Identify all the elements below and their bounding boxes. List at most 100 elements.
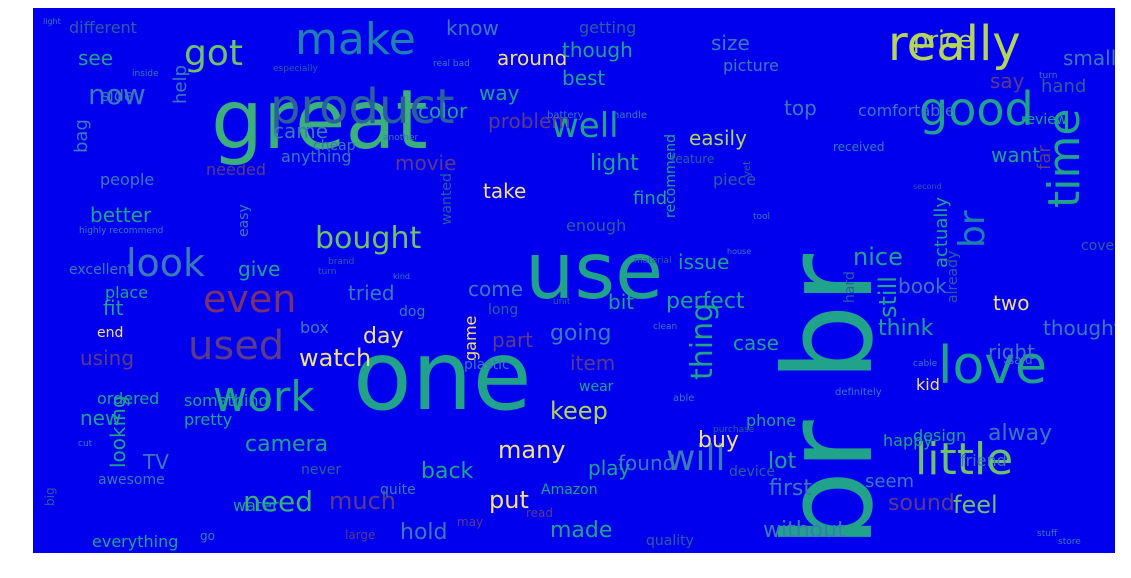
- word-63: color: [418, 99, 468, 123]
- word-84: new: [80, 406, 122, 430]
- word-88: seem: [865, 471, 915, 492]
- word-95: review: [1021, 112, 1068, 128]
- word-117: hard: [842, 271, 858, 303]
- word-29: many: [498, 436, 566, 464]
- word-58: top: [784, 96, 817, 120]
- word-9: love: [938, 336, 1048, 396]
- word-25: much: [329, 487, 396, 515]
- word-86: found: [618, 451, 676, 475]
- word-105: piece: [713, 170, 757, 189]
- word-67: find: [633, 188, 668, 209]
- word-5: really: [888, 16, 1021, 72]
- word-78: part: [492, 328, 534, 352]
- word-85: TV: [143, 450, 169, 474]
- word-170: turn: [1039, 71, 1058, 81]
- word-121: pretty: [184, 410, 233, 429]
- word-50: see: [78, 46, 114, 70]
- word-3: one: [353, 320, 532, 432]
- word-152: able: [673, 393, 695, 404]
- word-21: need: [243, 485, 313, 518]
- word-160: inside: [132, 69, 159, 79]
- word-64: easily: [689, 126, 747, 150]
- word-156: another: [383, 133, 419, 143]
- word-59: say: [990, 69, 1025, 93]
- word-112: place: [105, 283, 149, 302]
- word-155: battery: [547, 110, 584, 121]
- word-168: house: [727, 247, 752, 256]
- word-42: light: [590, 151, 639, 176]
- word-93: game: [461, 315, 480, 361]
- word-129: Amazon: [541, 482, 598, 498]
- word-127: friend: [960, 451, 1007, 470]
- word-71: give: [238, 257, 281, 281]
- word-145: store: [1058, 537, 1081, 547]
- word-68: take: [483, 179, 527, 203]
- word-83: using: [80, 346, 135, 370]
- word-70: issue: [678, 250, 730, 274]
- word-142: highly recommend: [79, 226, 164, 236]
- word-159: unit: [553, 297, 571, 307]
- word-46: think: [878, 316, 934, 341]
- word-135: quality: [646, 533, 694, 549]
- word-113: end: [97, 325, 124, 341]
- word-162: kind: [393, 272, 411, 281]
- word-12: used: [188, 323, 285, 369]
- word-100: side: [101, 86, 134, 105]
- word-92: far: [1034, 145, 1055, 170]
- word-7: make: [295, 14, 416, 65]
- word-79: item: [570, 351, 616, 375]
- word-98: getting: [579, 18, 637, 37]
- word-158: real bad: [433, 59, 470, 69]
- word-114: dog: [399, 304, 426, 320]
- word-52: around: [497, 46, 568, 70]
- word-13: even: [203, 277, 297, 321]
- word-150: clean: [653, 322, 678, 332]
- word-99: picture: [723, 56, 779, 75]
- word-2: use: [525, 227, 664, 317]
- word-77: two: [993, 291, 1030, 315]
- word-122: plastic: [464, 357, 510, 373]
- word-149: read: [526, 506, 554, 520]
- word-90: help: [170, 65, 191, 104]
- word-19: bought: [315, 221, 422, 256]
- word-87: play: [588, 456, 631, 480]
- word-23: now: [88, 78, 146, 111]
- word-165: purchase: [713, 425, 755, 435]
- word-11: work: [213, 372, 315, 421]
- word-120: something: [184, 391, 269, 410]
- word-80: case: [733, 331, 779, 355]
- word-40: buy: [698, 428, 739, 453]
- word-151: cut: [78, 439, 93, 449]
- word-82: right: [988, 340, 1035, 364]
- word-119: ordered: [97, 389, 160, 408]
- word-102: needed: [206, 160, 266, 179]
- word-136: said: [1008, 353, 1033, 367]
- word-15: look: [126, 241, 206, 285]
- word-27: feel: [953, 491, 998, 519]
- word-131: never: [301, 462, 342, 478]
- word-60: hand: [1041, 76, 1087, 97]
- word-57: size: [711, 31, 750, 55]
- word-108: cover: [1081, 238, 1115, 254]
- word-161: tool: [753, 212, 771, 222]
- word-97: different: [69, 18, 137, 37]
- word-44: made: [550, 518, 613, 543]
- word-41: camera: [245, 432, 329, 457]
- word-163: second: [913, 182, 942, 191]
- word-33: perfect: [666, 289, 745, 314]
- word-31: nice: [853, 243, 903, 271]
- word-143: material: [634, 256, 672, 266]
- word-30: put: [489, 486, 529, 514]
- word-47: lot: [768, 449, 797, 474]
- word-103: anything: [281, 147, 352, 166]
- word-146: turn: [318, 267, 337, 277]
- word-24: still: [874, 276, 902, 318]
- word-109: easy: [236, 204, 252, 237]
- word-148: large: [345, 528, 376, 542]
- word-74: fit: [103, 296, 124, 320]
- word-69: better: [90, 203, 152, 227]
- word-1: great: [211, 73, 428, 168]
- word-66: want: [991, 143, 1041, 167]
- word-116: long: [488, 302, 519, 318]
- word-171: light: [43, 17, 61, 26]
